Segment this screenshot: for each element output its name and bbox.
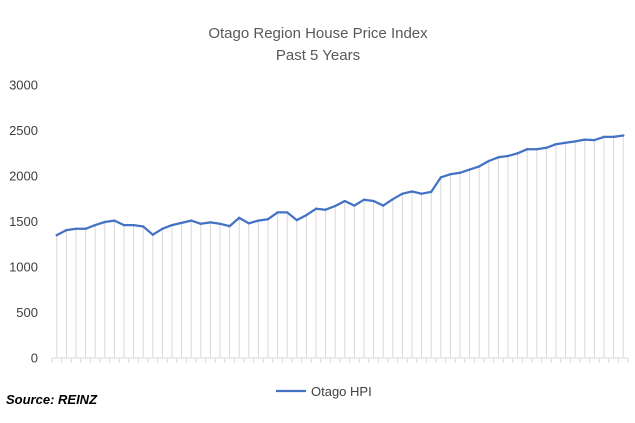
data-point (439, 176, 442, 179)
data-point (218, 222, 222, 225)
data-point (122, 223, 126, 227)
series-line-otago-hpi (55, 134, 625, 237)
data-point (324, 208, 327, 211)
legend-label-otago-hpi: Otago HPI (311, 384, 372, 399)
data-point (343, 199, 346, 203)
y-tick-label: 1500 (9, 214, 38, 229)
data-point (247, 222, 250, 225)
legend: Otago HPI (276, 384, 372, 399)
chart-subtitle: Past 5 Years (276, 47, 360, 64)
data-point (420, 192, 423, 195)
data-point (506, 154, 510, 158)
data-point (94, 223, 97, 227)
data-point (180, 221, 183, 225)
data-point (458, 171, 462, 175)
data-point (170, 223, 174, 227)
plot-area (51, 357, 629, 363)
data-point (497, 156, 500, 159)
data-point (228, 224, 231, 228)
data-point (132, 223, 135, 227)
data-point (602, 135, 606, 139)
y-tick-label: 3000 (9, 78, 38, 93)
y-tick-label: 0 (31, 351, 38, 366)
data-point (276, 211, 279, 214)
y-tick-label: 500 (16, 305, 38, 320)
data-point (487, 159, 490, 163)
data-point (257, 219, 260, 222)
data-point (410, 190, 414, 193)
data-point (382, 204, 385, 207)
data-point (305, 213, 308, 217)
data-point (362, 198, 366, 201)
data-point (526, 147, 529, 151)
data-point (314, 207, 318, 210)
data-point (612, 135, 615, 139)
data-point (449, 172, 452, 176)
data-point (353, 204, 356, 207)
data-point (372, 199, 375, 203)
data-point (334, 204, 337, 208)
data-point (286, 211, 289, 214)
data-point (190, 219, 193, 222)
data-point (238, 216, 241, 220)
data-point (583, 138, 586, 141)
data-point (55, 233, 58, 237)
data-point (266, 218, 270, 221)
y-axis: 0 500 1000 1500 2000 2500 3000 (9, 78, 38, 366)
data-point (103, 220, 107, 224)
data-point (593, 138, 596, 142)
y-tick-label: 1000 (9, 260, 38, 275)
data-point (391, 198, 394, 201)
data-point (161, 227, 164, 230)
data-point (478, 165, 481, 168)
data-point (84, 227, 87, 230)
data-point (564, 141, 567, 144)
source-note: Source: REINZ (6, 392, 98, 407)
series-layer (55, 134, 625, 358)
data-point (535, 147, 538, 151)
data-point (295, 218, 298, 222)
chart-title: Otago Region House Price Index (208, 25, 428, 42)
data-point (622, 134, 625, 137)
data-point (65, 228, 68, 232)
y-tick-label: 2500 (9, 123, 38, 138)
data-point (74, 227, 78, 230)
data-point (142, 225, 145, 228)
data-point (430, 190, 433, 194)
data-point (545, 146, 548, 149)
data-point (151, 233, 154, 236)
data-point (113, 219, 116, 222)
data-point (468, 168, 471, 171)
data-point (401, 192, 404, 195)
data-point (199, 222, 202, 225)
y-tick-label: 2000 (9, 169, 38, 184)
data-point (554, 142, 558, 146)
data-point (516, 152, 519, 155)
data-point (209, 221, 212, 224)
data-point (574, 140, 577, 143)
